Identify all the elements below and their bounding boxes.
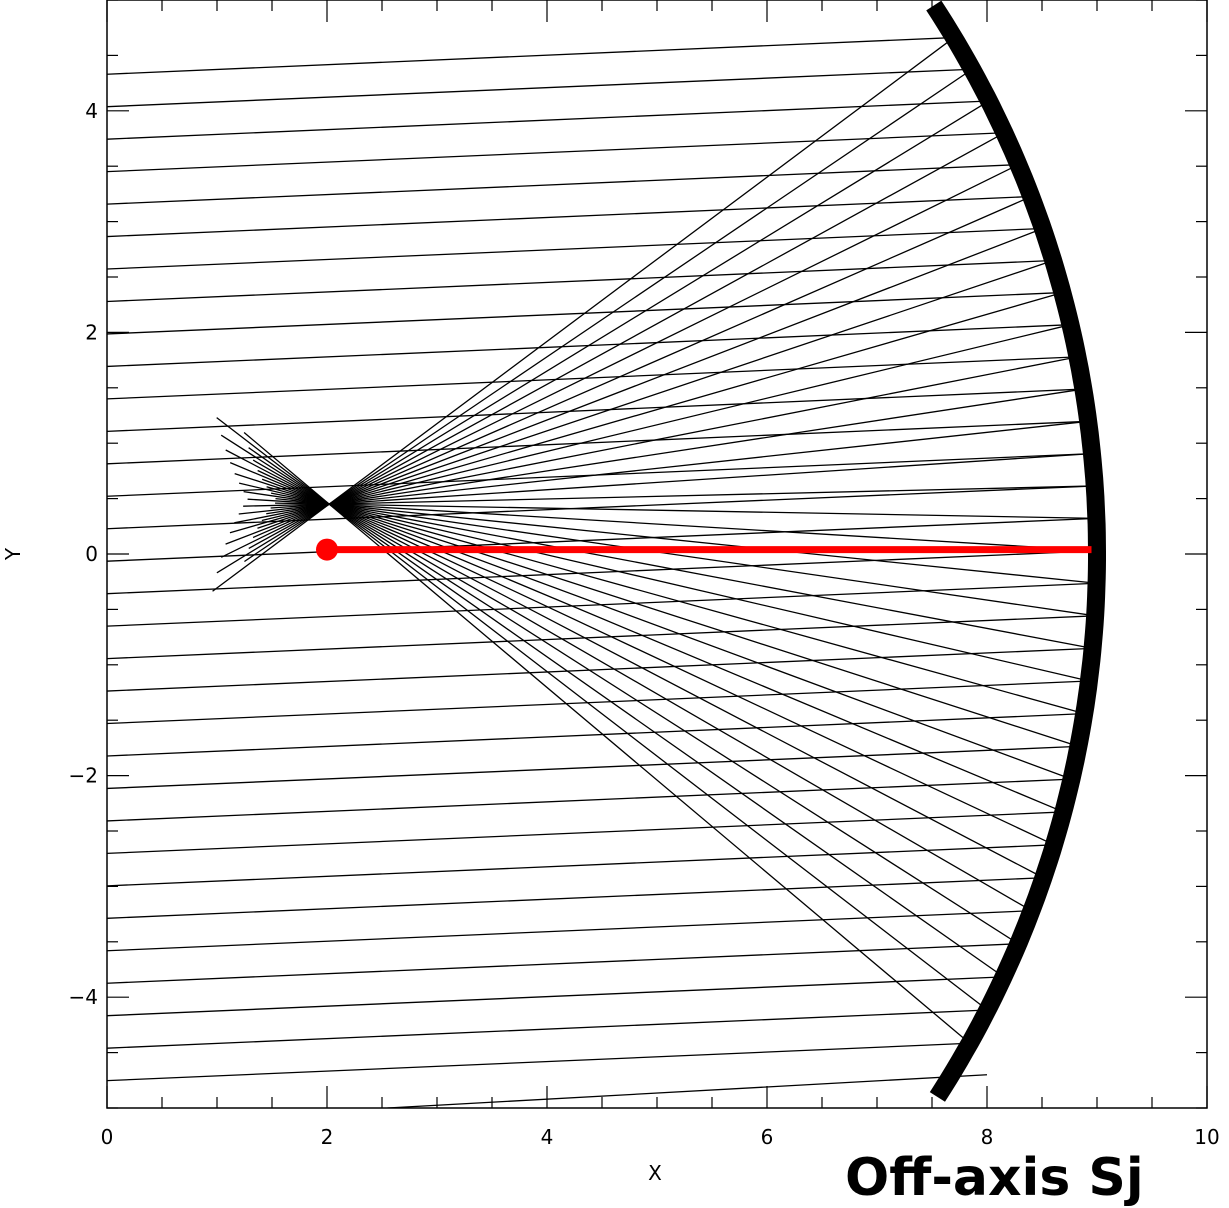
incoming-ray [107, 877, 1044, 919]
incoming-ray [107, 713, 1085, 757]
incoming-ray [107, 324, 1071, 368]
axis-ray [316, 538, 1092, 561]
reflected-ray [220, 164, 1019, 558]
reflected-ray [248, 132, 1005, 549]
incoming-ray [107, 1042, 970, 1082]
x-axis-label: X [648, 1161, 662, 1185]
incoming-ray [107, 647, 1093, 692]
reflected-ray [243, 432, 971, 1044]
incoming-ray [107, 1009, 988, 1049]
incoming-ray [107, 485, 1095, 530]
incoming-ray [107, 356, 1078, 400]
incoming-ray [107, 132, 1005, 173]
stray-ray [387, 1074, 988, 1108]
reflected-ray [275, 502, 1097, 519]
incoming-ray [107, 68, 973, 108]
incoming-ray [107, 420, 1089, 465]
x-tick-label: 4 [541, 1125, 554, 1149]
reflected-ray [247, 498, 1098, 552]
reflected-ray [261, 324, 1071, 522]
mirror-arc [926, 0, 1106, 1102]
reflected-ray [238, 420, 1089, 515]
incoming-ray [107, 259, 1054, 303]
reflected-ray [234, 472, 1079, 747]
incoming-ray [107, 811, 1064, 855]
reflected-ray [257, 259, 1054, 529]
y-tick-label: −4 [69, 985, 98, 1009]
reflected-ray [244, 68, 973, 563]
ray-lines [107, 36, 1098, 1108]
chart-annotation: Off-axis Sj [845, 1148, 1144, 1208]
incoming-ray [107, 163, 1019, 205]
incoming-ray [107, 452, 1092, 497]
y-tick-label: 4 [85, 99, 98, 123]
x-tick-label: 0 [101, 1125, 114, 1149]
reflected-ray [216, 100, 990, 574]
reflected-ray [225, 227, 1044, 545]
y-tick-label: 2 [85, 320, 98, 344]
axis-ticks [106, 0, 1208, 1109]
incoming-ray [107, 388, 1084, 432]
reflected-ray [225, 449, 1044, 879]
reflected-ray [243, 485, 1095, 507]
incoming-ray [107, 976, 1004, 1017]
reflected-ray [229, 291, 1063, 534]
incoming-ray [107, 615, 1096, 660]
incoming-ray [107, 227, 1043, 270]
reflected-ray [270, 452, 1093, 509]
incoming-ray [107, 943, 1019, 984]
reflected-ray [229, 462, 1064, 813]
incoming-ray [107, 745, 1079, 790]
y-tick-labels: −4 −2 0 2 4 [69, 99, 98, 1009]
reflected-ray [216, 417, 988, 1011]
reflected-ray [238, 482, 1090, 682]
reflected-ray [252, 195, 1032, 539]
reflected-ray [261, 478, 1072, 780]
mirror-curve [926, 0, 1106, 1102]
reflected-ray [275, 497, 1097, 584]
x-tick-label: 2 [321, 1125, 334, 1149]
y-tick-label: 0 [85, 542, 98, 566]
y-tick-label: −2 [69, 764, 98, 788]
incoming-ray [107, 195, 1032, 238]
incoming-ray [107, 36, 954, 75]
reflected-ray [220, 434, 1019, 945]
incoming-ray [107, 844, 1054, 887]
reflected-ray [257, 469, 1055, 846]
reflected-ray [243, 491, 1096, 617]
axis-ray-marker [316, 538, 338, 561]
reflected-ray [266, 388, 1084, 515]
x-tick-label: 10 [1194, 1125, 1219, 1149]
incoming-ray [107, 291, 1063, 335]
reflected-ray [252, 459, 1032, 912]
incoming-ray [107, 778, 1072, 822]
x-tick-labels: 0 2 4 6 8 10 [101, 1125, 1220, 1149]
y-axis-label: Y [1, 547, 25, 561]
reflected-ray [270, 492, 1093, 650]
incoming-ray [107, 680, 1089, 725]
incoming-ray [107, 100, 989, 140]
x-tick-label: 8 [981, 1125, 994, 1149]
x-tick-label: 6 [761, 1125, 774, 1149]
reflected-ray [248, 447, 1004, 978]
reflected-ray [266, 486, 1085, 715]
incoming-ray [107, 910, 1032, 952]
incoming-ray [107, 517, 1097, 562]
incoming-ray [107, 550, 1098, 595]
